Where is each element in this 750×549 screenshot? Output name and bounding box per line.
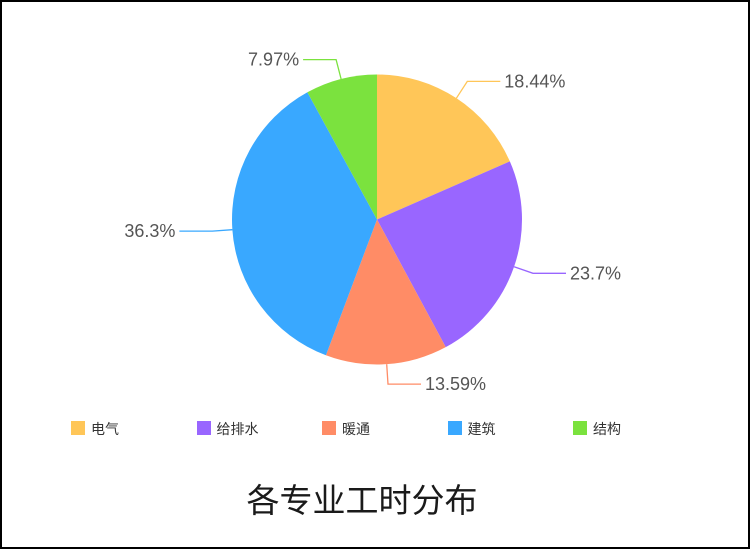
svg-text:13.59%: 13.59% — [425, 374, 486, 394]
svg-text:18.44%: 18.44% — [504, 71, 565, 91]
svg-text:23.7%: 23.7% — [570, 263, 621, 283]
svg-text:36.3%: 36.3% — [124, 221, 175, 241]
svg-text:7.97%: 7.97% — [248, 50, 299, 70]
